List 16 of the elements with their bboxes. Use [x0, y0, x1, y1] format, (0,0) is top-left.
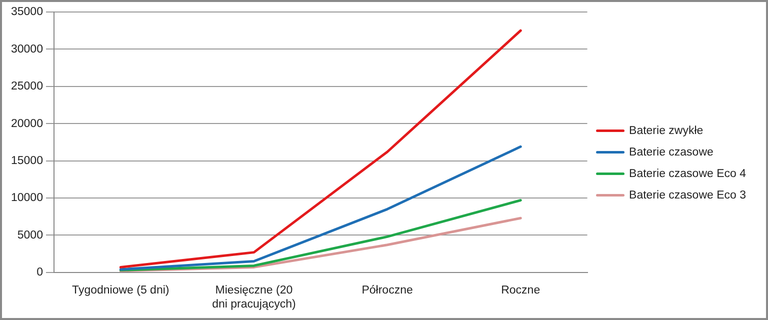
legend-label: Baterie zwykłe: [629, 124, 704, 137]
legend-label: Baterie czasowe: [629, 146, 714, 158]
legend-label: Baterie czasowe Eco 3: [629, 189, 746, 202]
y-tick-label: 25000: [10, 80, 43, 93]
x-tick-label: Półroczne: [362, 284, 413, 296]
x-tick-label: Tygodniowe (5 dni): [72, 284, 170, 296]
x-tick-label: Miesięczne (20 dni pracujących): [212, 284, 296, 310]
y-tick-label: 20000: [10, 118, 43, 130]
legend-label: Baterie czasowe Eco 4: [629, 168, 747, 180]
y-tick-label: 0: [36, 266, 43, 279]
y-tick-label: 5000: [17, 229, 43, 242]
y-tick-label: 35000: [10, 6, 43, 18]
y-tick-label: 15000: [10, 154, 43, 167]
x-tick-label: Roczne: [501, 284, 540, 296]
y-tick-label: 30000: [10, 43, 43, 56]
y-tick-label: 10000: [10, 192, 43, 204]
